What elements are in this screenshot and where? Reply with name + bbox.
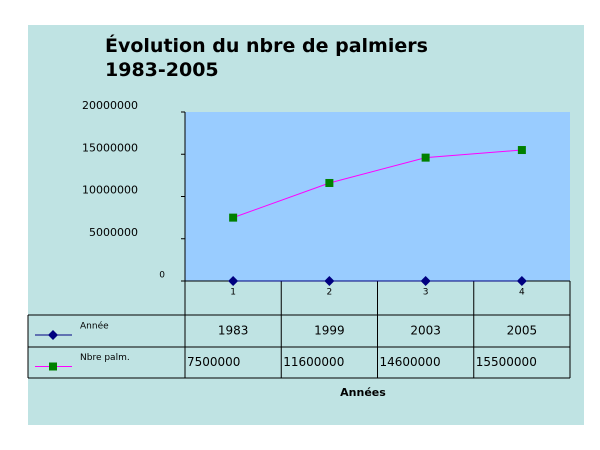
table-value: 7500000 xyxy=(187,355,240,369)
x-tick-label: 2 xyxy=(327,288,333,298)
table-value: 2003 xyxy=(410,324,441,338)
table-value: 15500000 xyxy=(476,355,537,369)
series-line xyxy=(232,149,522,219)
point xyxy=(421,153,430,162)
point xyxy=(229,213,238,222)
y-tick-label: 20000000 xyxy=(82,99,138,112)
table-value: 11600000 xyxy=(283,355,344,369)
table-value: 2005 xyxy=(507,324,538,338)
table-value: 1983 xyxy=(218,324,249,338)
point xyxy=(324,275,335,286)
point xyxy=(517,146,526,155)
point xyxy=(420,275,431,286)
x-tick-label: 3 xyxy=(423,288,429,298)
chart-title: Évolution du nbre de palmiers 1983-2005 xyxy=(105,35,428,81)
point xyxy=(228,275,239,286)
point xyxy=(48,330,58,340)
y-tick-label: 0 xyxy=(159,271,165,281)
point xyxy=(325,178,334,187)
legend-label: Année xyxy=(80,321,109,332)
point xyxy=(49,362,57,371)
y-tick-label: 10000000 xyxy=(82,184,138,197)
table-value: 14600000 xyxy=(380,355,441,369)
x-tick-label: 1 xyxy=(230,288,236,298)
legend-label: Nbre palm. xyxy=(80,353,130,363)
y-tick-label: 5000000 xyxy=(89,226,138,239)
point xyxy=(516,275,527,286)
table-value: 1999 xyxy=(314,324,345,338)
y-tick-label: 15000000 xyxy=(82,141,138,154)
x-tick-label: 4 xyxy=(519,288,525,298)
x-axis-label: Années xyxy=(340,386,386,399)
plot-area xyxy=(185,112,570,281)
